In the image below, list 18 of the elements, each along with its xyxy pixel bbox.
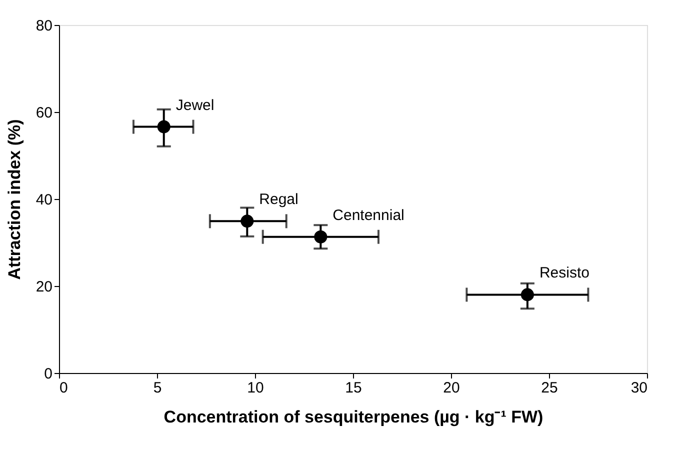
x-tick-label: 15 [345, 380, 362, 396]
annotation: Regal [259, 191, 298, 208]
x-tick-label: 30 [630, 380, 648, 396]
x-tick-label: 25 [541, 380, 558, 396]
x-tick-label: 0 [60, 380, 68, 396]
x-axis-title: Concentration of sesquiterpenes (µg · kg⁻¹ FW) [164, 408, 544, 426]
x-tick-label: 10 [247, 380, 264, 396]
annotation: Jewel [176, 96, 214, 114]
y-tick-label: 80 [36, 18, 52, 34]
y-tick-label: 20 [36, 278, 52, 296]
x-tick-label: 5 [153, 380, 162, 396]
y-tick-label: 40 [36, 192, 52, 208]
annotation: Centennial [332, 206, 404, 224]
y-axis-title: Attraction index (%) [4, 119, 24, 280]
y-tick-label: 0 [44, 366, 52, 382]
x-tick-label: 20 [443, 380, 460, 396]
y-tick-label: 60 [36, 104, 52, 122]
annotation: Resisto [539, 264, 590, 282]
